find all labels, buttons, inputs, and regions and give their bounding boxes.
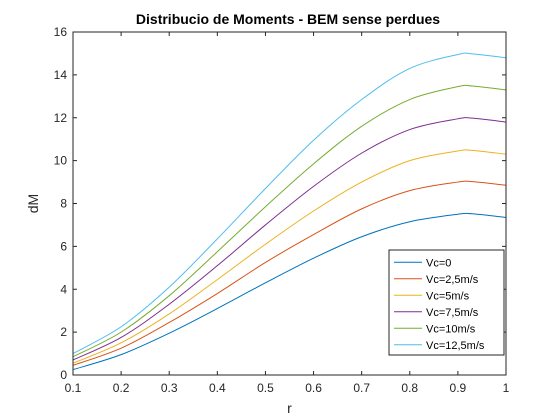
legend-entry: Vc=7,5m/s [426, 307, 479, 319]
x-tick-label: 0.3 [161, 381, 178, 395]
y-tick-label: 2 [60, 325, 67, 339]
series-line-2 [72, 180, 507, 366]
y-tick-label: 10 [54, 154, 68, 168]
legend-entry: Vc=12,5m/s [426, 340, 485, 352]
series-line-5 [72, 84, 507, 358]
x-tick-label: 0.7 [353, 381, 370, 395]
y-tick-label: 4 [60, 282, 67, 296]
plot-box [72, 31, 507, 376]
x-axis: 0.1 0.2 0.3 0.4 0.5 0.6 0.7 0.8 0.9 1 [65, 32, 510, 395]
x-tick-label: 0.6 [305, 381, 322, 395]
x-tick-label: 0.5 [257, 381, 274, 395]
y-tick-label: 6 [60, 239, 67, 253]
legend-entry: Vc=2,5m/s [426, 274, 479, 286]
y-axis-label: dM [25, 194, 41, 213]
y-tick-label: 12 [54, 111, 68, 125]
legend-box [388, 249, 505, 356]
x-tick-label: 0.9 [450, 381, 467, 395]
series-line-6 [72, 52, 507, 354]
chart-title: Distribucio de Moments - BEM sense perdu… [136, 11, 440, 27]
series-line-3 [72, 149, 507, 364]
y-tick-label: 0 [60, 368, 67, 382]
x-tick-label: 1 [503, 381, 510, 395]
y-axis: 0 2 4 6 8 10 12 14 16 [54, 25, 506, 382]
legend-entry: Vc=5m/s [426, 290, 470, 302]
x-tick-label: 0.4 [209, 381, 226, 395]
legend-entry: Vc=0 [426, 257, 451, 269]
x-tick-label: 0.8 [401, 381, 418, 395]
x-axis-label: r [287, 400, 292, 416]
series-line-4 [72, 117, 507, 361]
y-tick-label: 16 [54, 25, 68, 39]
legend-entry: Vc=10m/s [426, 323, 476, 335]
y-tick-label: 14 [54, 68, 68, 82]
x-tick-label: 0.1 [65, 381, 82, 395]
y-tick-label: 8 [60, 197, 67, 211]
legend: Vc=0 Vc=2,5m/s Vc=5m/s Vc=7,5m/s Vc=10m/s Vc=… [388, 249, 505, 356]
series-line-1 [72, 212, 507, 371]
x-tick-label: 0.2 [113, 381, 130, 395]
series-lines [72, 52, 507, 371]
